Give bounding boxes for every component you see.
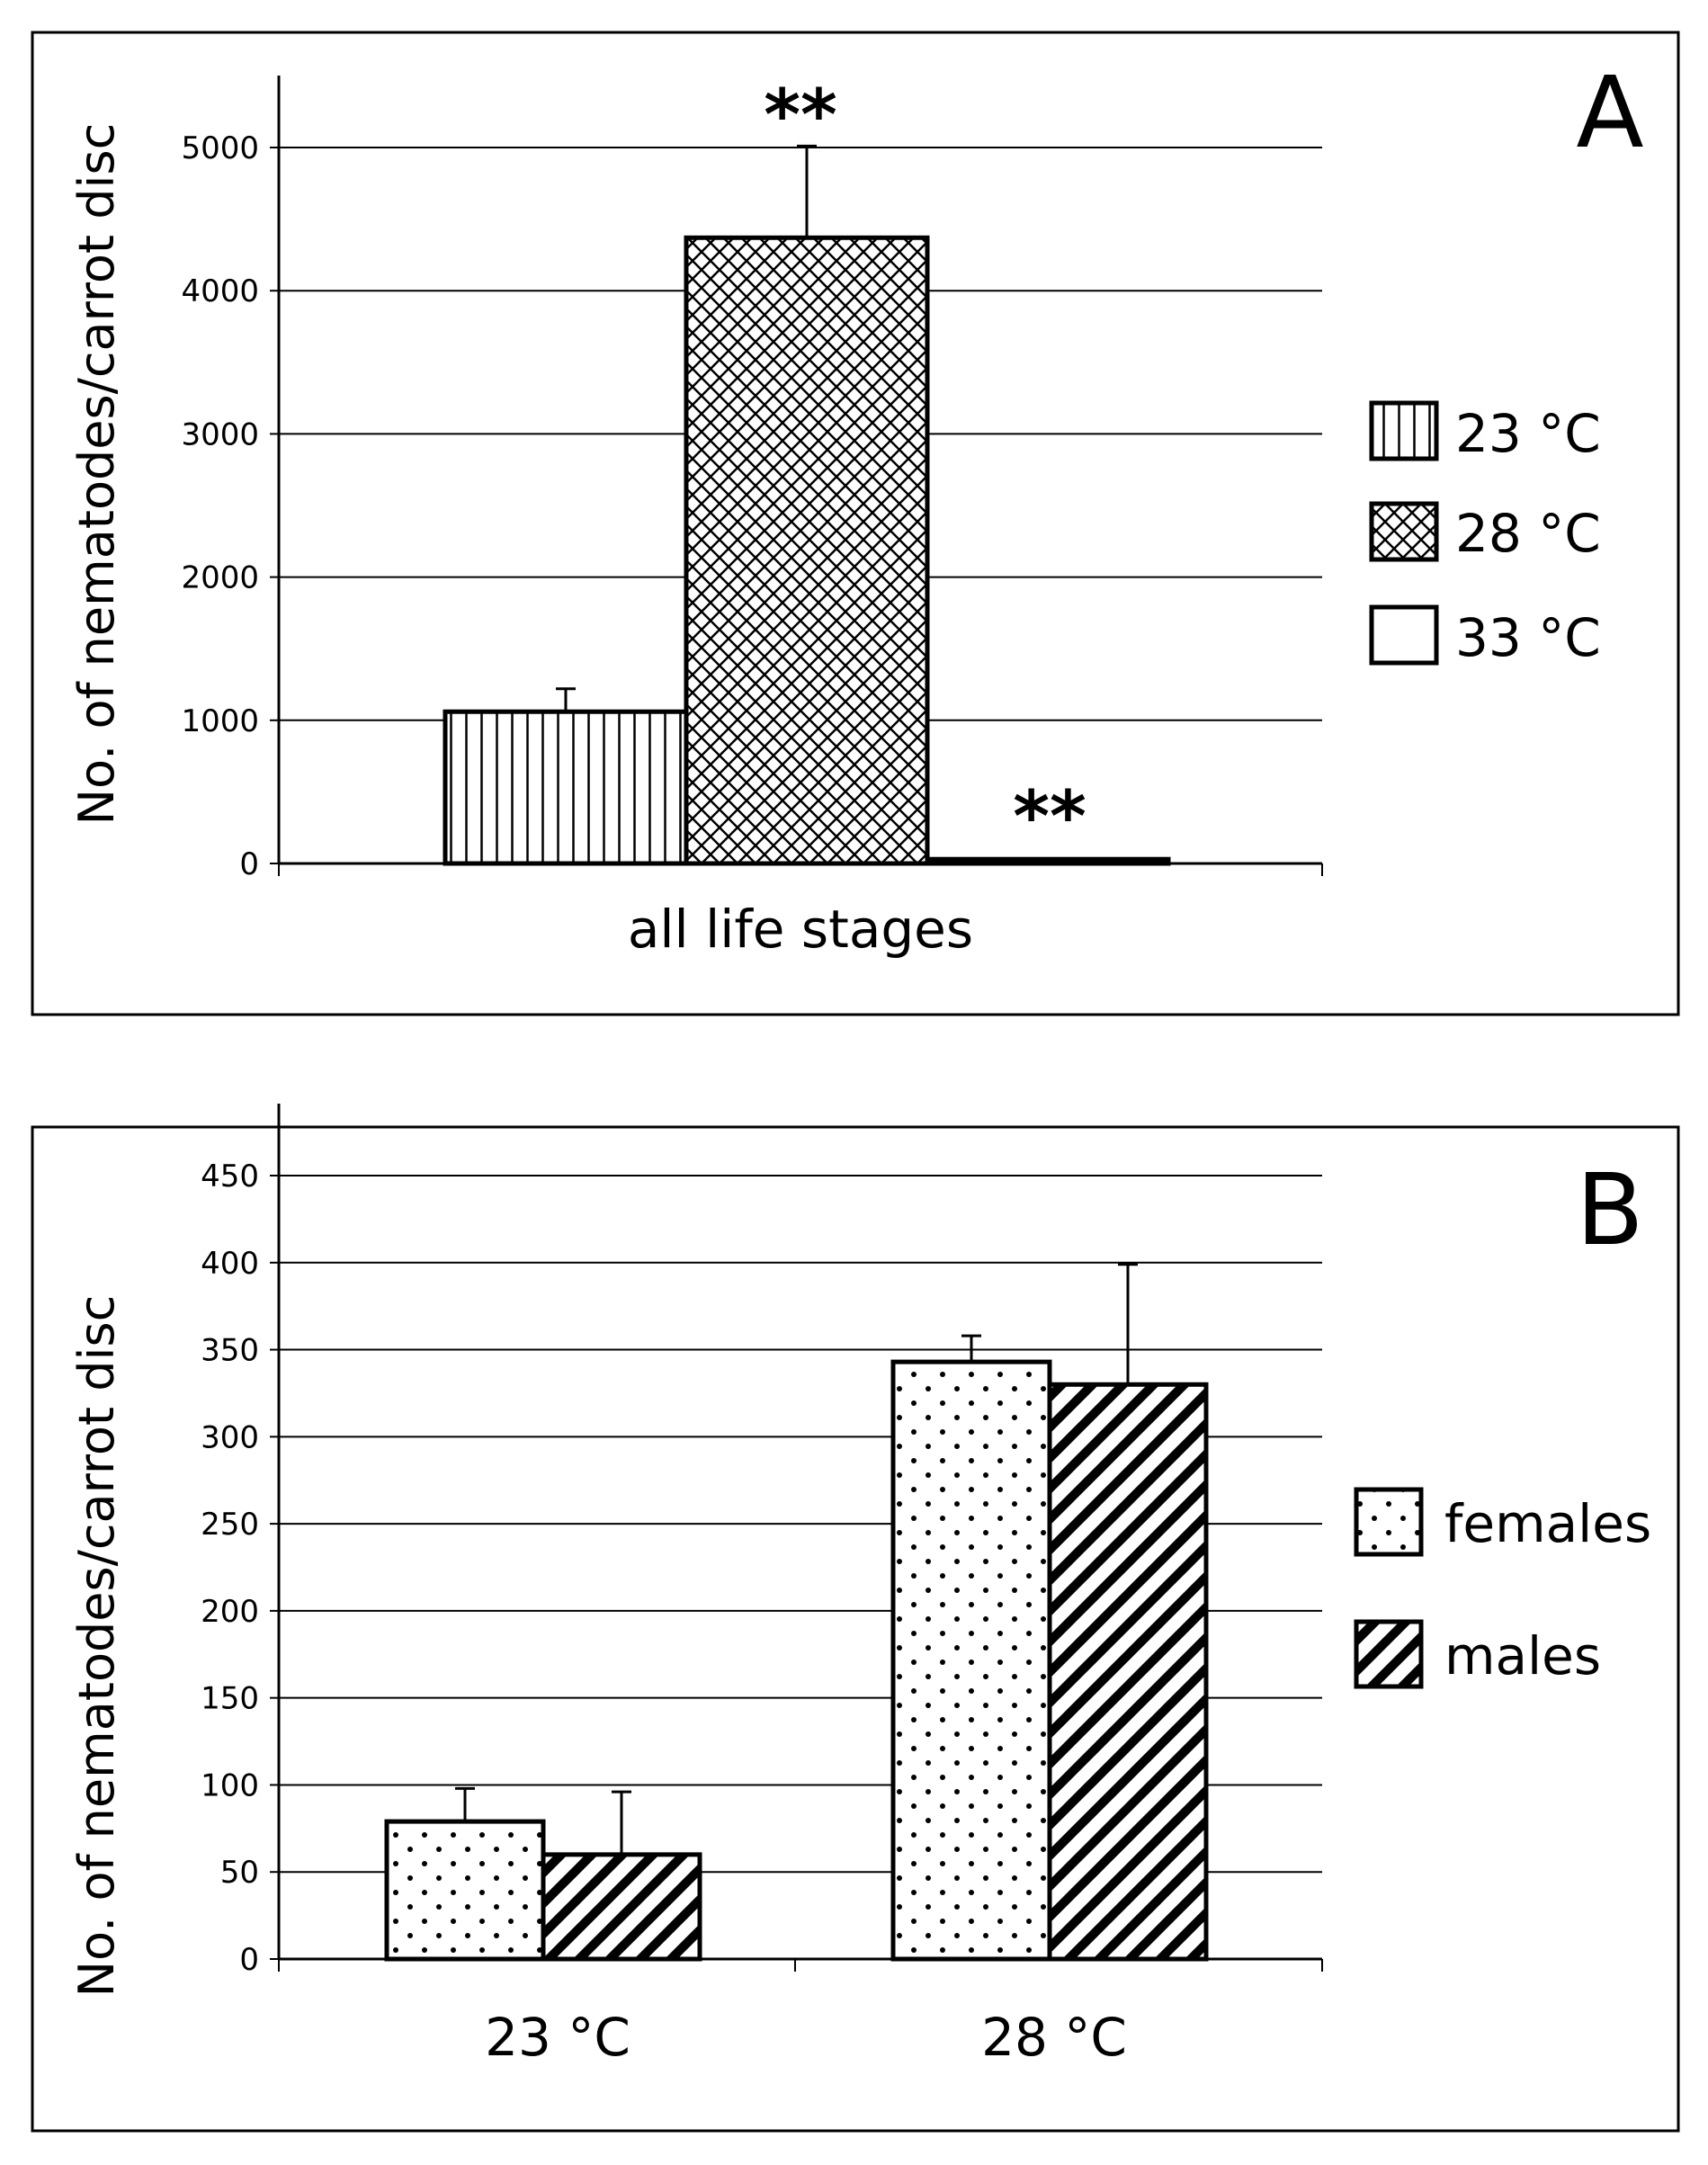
legend-swatch-23c: [1369, 400, 1439, 461]
bar-males-cat2: [1047, 1382, 1209, 1962]
panel-b-y-tick-label: 400: [201, 1246, 259, 1282]
legend-label-28c: 28 °C: [1455, 503, 1601, 564]
bar-males-cat1: [541, 1852, 702, 1962]
panel-a-significance-33: **: [1013, 777, 1087, 858]
panel-a-y-tick-label: 4000: [181, 273, 259, 309]
legend-swatch-males: [1354, 1619, 1424, 1689]
panel-b-y-tick-label: 100: [201, 1767, 259, 1803]
legend-label-males: males: [1444, 1625, 1601, 1686]
panel-b: 0 50 100 150 200 250 300 350 400 450 No. of nemat…: [31, 1104, 1680, 2133]
panel-a-frame: [31, 31, 1680, 1016]
panel-b-y-tick-label: 50: [220, 1855, 259, 1891]
bar-23-c: [443, 709, 689, 866]
legend-label-33c: 33 °C: [1455, 607, 1601, 668]
panel-b-category-28c: 28 °C: [981, 2007, 1127, 2068]
panel-a-y-tick-label: 5000: [181, 130, 259, 166]
panel-a-y-tick-label: 0: [239, 846, 259, 882]
bar-28-c: [684, 235, 930, 866]
legend-label-23c: 23 °C: [1455, 403, 1601, 464]
panel-a-x-axis-label: all life stages: [628, 899, 973, 960]
panel-b-category-23c: 23 °C: [485, 2007, 630, 2068]
bar-females-cat1: [384, 1819, 546, 1962]
panel-b-frame: [31, 1125, 1680, 2133]
panel-a-y-tick-label: 3000: [181, 416, 259, 452]
panel-b-y-tick-label: 150: [201, 1681, 259, 1717]
panel-b-y-axis-label: No. of nematodes/carrot disc: [68, 1295, 125, 1998]
panel-a-bars: [443, 144, 1171, 866]
panel-b-bars: [384, 1263, 1209, 1962]
legend-swatch-33c: [1369, 604, 1439, 666]
legend-swatch-females: [1354, 1487, 1424, 1557]
panel-a-legend: 23 °C 28 °C 33 °C: [1369, 400, 1601, 668]
panel-b-letter: B: [1576, 1152, 1643, 1267]
panel-b-y-tick-label: 450: [201, 1159, 259, 1194]
panel-a-letter: A: [1576, 55, 1643, 170]
panel-b-y-tick-label: 300: [201, 1419, 259, 1455]
panel-b-y-tick-label: 200: [201, 1594, 259, 1630]
panel-a-y-axis-label: No. of nematodes/carrot disc: [68, 123, 125, 826]
panel-a-y-ticks: 0 1000 2000 3000 4000 5000: [181, 130, 279, 882]
panel-b-y-tick-label: 250: [201, 1507, 259, 1543]
legend-label-females: females: [1444, 1493, 1651, 1554]
panel-b-y-tick-label: 350: [201, 1333, 259, 1369]
panel-b-y-tick-label: 0: [239, 1942, 259, 1978]
panel-b-axes: [277, 1104, 1323, 1972]
panel-a-axes: [277, 76, 1323, 876]
panel-b-legend: females males: [1354, 1487, 1651, 1689]
panel-b-y-ticks: 0 50 100 150 200 250 300 350 400 450: [201, 1159, 279, 1978]
panel-a-y-tick-label: 1000: [181, 703, 259, 739]
panel-a-y-tick-label: 2000: [181, 560, 259, 596]
panel-a: 0 1000 2000 3000 4000 5000 No. of nematodes/c…: [31, 31, 1680, 1016]
legend-swatch-28c: [1369, 501, 1439, 562]
bar-females-cat2: [890, 1359, 1052, 1962]
panel-a-significance-28: **: [764, 76, 837, 157]
